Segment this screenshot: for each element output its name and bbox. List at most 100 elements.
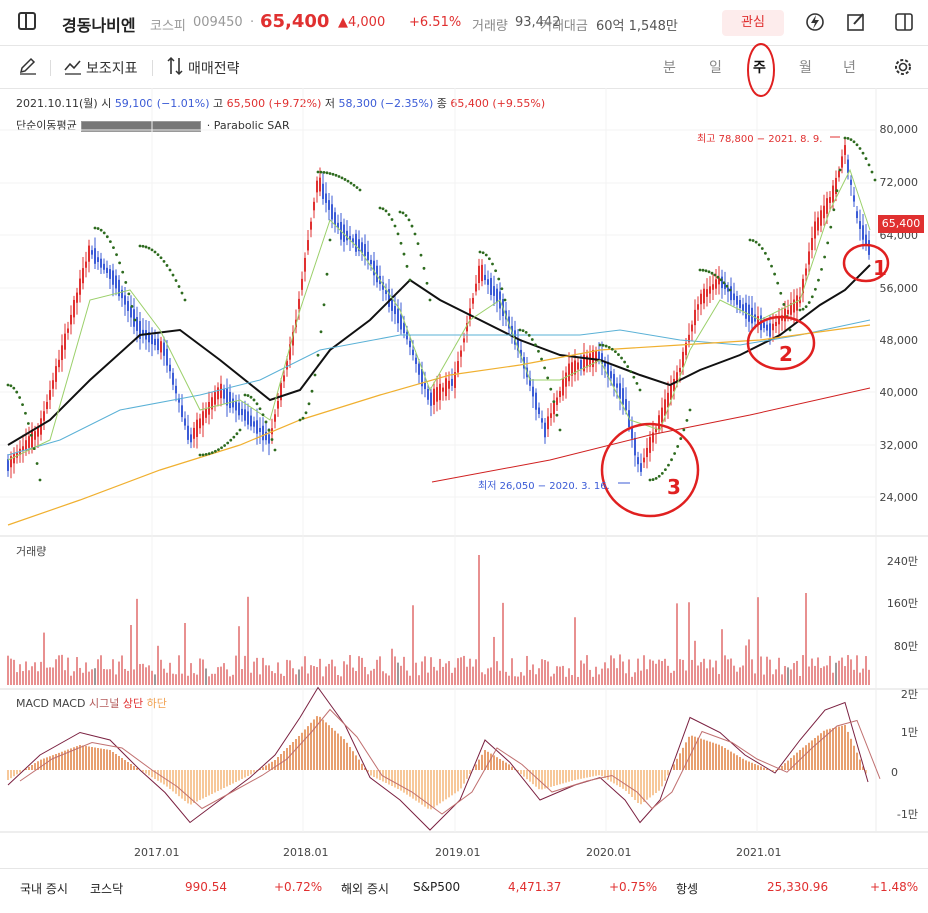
volume-bar [604,662,606,685]
macd-tick: 0 [891,766,898,779]
candle [355,234,357,252]
volume-bar [496,661,498,685]
candle [610,371,612,378]
volume-bar [841,658,843,685]
price-tick: 24,000 [880,491,919,504]
volume-bar [619,654,621,685]
sar-dot [344,178,347,181]
candle [445,378,447,396]
domestic-label[interactable]: 국내 증시 [20,880,68,897]
volume-bar [166,673,168,685]
sar-dot [172,274,175,277]
volume-bar [832,673,834,685]
macd-bar [121,758,123,770]
volume-bar [40,662,42,685]
candle [316,181,318,193]
volume-bar [562,666,564,685]
volume-bar [751,659,753,685]
macd-bar [181,770,183,799]
macd-bar [649,770,651,798]
volume-bar [511,658,513,685]
candle [43,411,45,421]
macd-bar [721,746,723,770]
candle [745,303,747,319]
macd-bar [157,770,159,781]
macd-bar [490,754,492,770]
macd-bar [235,770,237,782]
macd-bar [568,770,570,782]
candle [157,339,159,350]
volume-bar [586,655,588,685]
candle [559,391,561,397]
macd-bar [622,770,624,789]
candle [703,289,705,304]
volume-bar [436,671,438,685]
macd-bar [388,770,390,785]
sar-dot [749,239,752,242]
candle [205,409,207,418]
volume-bar [187,676,189,685]
macd-bar [625,770,627,791]
volume-bar [766,657,768,685]
macd-bar [673,764,675,770]
price-tick: 40,000 [880,386,919,399]
macd-bar [475,764,477,770]
sar-dot [175,279,178,282]
macd-bar [694,737,696,770]
candle [667,393,669,407]
low-annotation: 최저 26,050 − 2020. 3. 16. [478,477,610,492]
sar-dot [139,245,142,248]
sar-dot [163,260,166,263]
signal-label: 시그널 [89,697,119,710]
volume-bar [607,668,609,685]
candle [694,310,696,325]
sar-dot [347,180,350,183]
sar-dot [232,436,235,439]
macd-bar [310,723,312,770]
volume-bar [172,674,174,685]
sar-dot [820,268,823,271]
volume-bar [313,666,315,685]
macd-bar [832,728,834,770]
sar-dot [836,189,839,192]
macd-bar [640,770,642,804]
macd-bar [577,770,579,779]
mark-2: 2 [779,342,793,366]
overseas-label[interactable]: 해외 증시 [341,880,389,897]
sar-dot [399,211,402,214]
volume-bar [76,657,78,685]
macd-tick: 2만 [901,686,918,702]
sar-dot [338,175,341,178]
sar-dot [314,374,317,377]
sar-dot [764,252,767,255]
sar-dot [776,282,779,285]
candle [250,416,252,427]
volume-bar [106,669,108,685]
volume-bar [502,603,504,685]
sar-dot [181,292,184,295]
candle [193,428,195,439]
candle [487,279,489,285]
macd-bar [298,736,300,770]
sar-dot [559,429,562,432]
volume-bar [745,645,747,685]
hangseng-value: 25,330.96 [767,880,828,894]
macd-bar [331,728,333,770]
macd-bar [571,770,573,781]
volume-bar [148,665,150,685]
macd-bar [7,770,9,780]
volume-bar [727,659,729,685]
volume-bar [520,672,522,685]
x-tick: 2020.01 [586,846,632,859]
macd-bar [16,770,18,774]
macd-bar [295,739,297,770]
candle [124,295,126,304]
sar-dot [341,176,344,179]
macd-bar [496,757,498,770]
sar-dot [329,172,332,175]
macd-bar [853,746,855,770]
volume-bar [19,664,21,685]
sar-dot [839,169,842,172]
volume-bar [781,674,783,685]
volume-bar [796,661,798,685]
